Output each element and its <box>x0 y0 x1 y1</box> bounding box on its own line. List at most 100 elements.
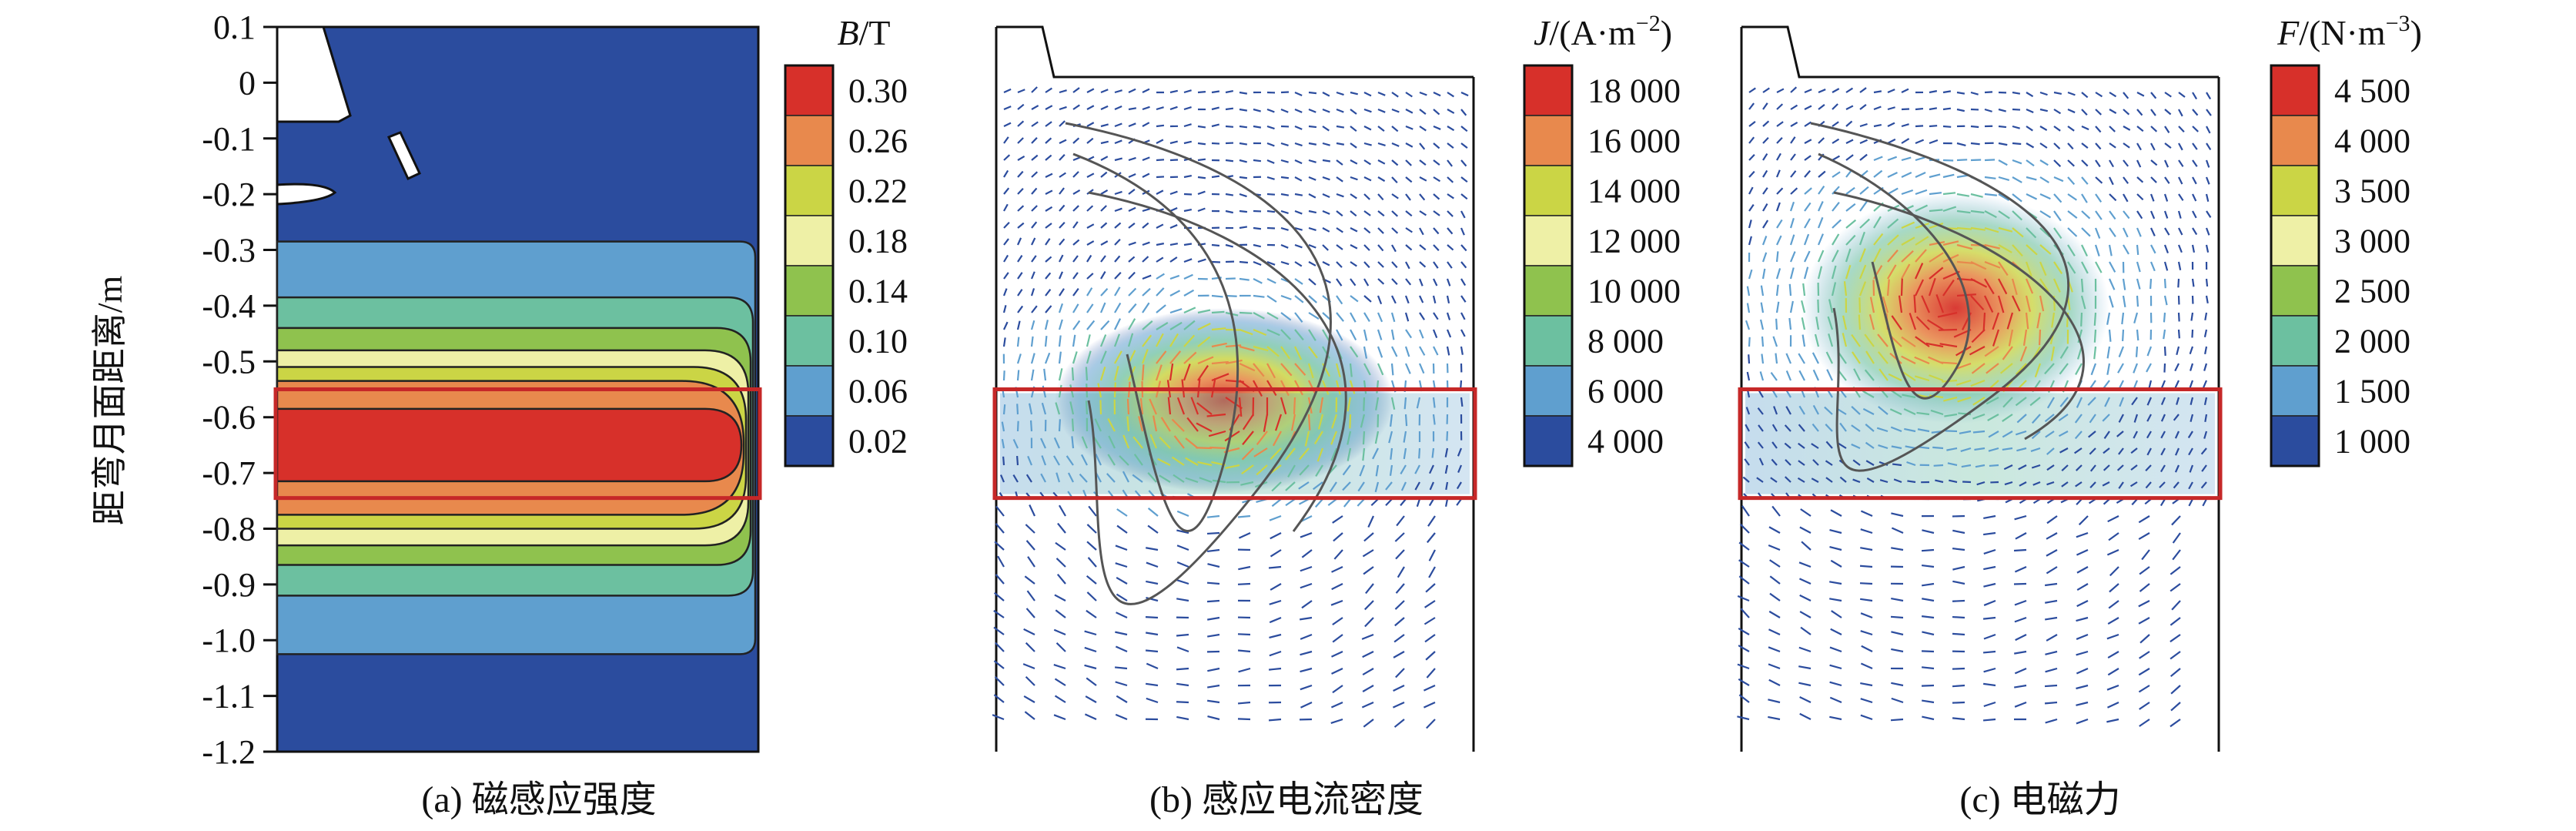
vector-arrow <box>1775 202 1781 212</box>
vector-arrow <box>1239 125 1248 129</box>
vector-arrow <box>2174 363 2180 372</box>
colorbar-frame <box>784 64 835 467</box>
vector-arrow <box>1982 312 1986 332</box>
vector-arrow <box>2121 312 2125 325</box>
vector-arrow <box>2076 498 2083 505</box>
vector-arrow <box>1308 193 1316 199</box>
vector-arrow <box>1400 498 1407 507</box>
vector-arrow <box>2163 159 2170 168</box>
vector-arrow <box>1377 346 1383 358</box>
vector-arrow <box>1023 695 1035 703</box>
vector-arrow <box>1745 320 1751 330</box>
streamline <box>1088 191 1347 532</box>
panel-a-nozzle-fragment <box>386 131 421 180</box>
vector-arrow <box>1016 404 1019 415</box>
vector-arrow <box>1308 312 1320 320</box>
vector-arrow <box>1197 125 1206 129</box>
vector-arrow <box>1970 226 1986 231</box>
vector-arrow <box>1748 153 1755 161</box>
vector-arrow <box>1294 142 1303 147</box>
vector-arrow <box>1100 271 1106 280</box>
vector-arrow <box>1860 630 1873 636</box>
vector-arrow <box>1788 283 1792 297</box>
vector-arrow <box>1804 105 1812 110</box>
vector-arrow <box>2201 464 2207 472</box>
vector-arrow <box>1156 106 1164 111</box>
vector-arrow <box>1294 125 1303 130</box>
vector-arrow <box>1157 457 1171 466</box>
vector-arrow <box>1757 441 1764 449</box>
vector-arrow <box>1080 454 1088 466</box>
vector-arrow <box>1859 582 1873 585</box>
vector-arrow <box>1801 317 1806 330</box>
vector-arrow <box>1860 612 1873 619</box>
vector-arrow <box>1832 155 1840 161</box>
vector-arrow <box>1852 478 1861 484</box>
vector-arrow <box>1960 447 1972 452</box>
vector-arrow <box>1825 424 1833 432</box>
vector-arrow <box>2095 176 2103 184</box>
vector-arrow <box>1460 261 1467 269</box>
vector-arrow <box>1391 159 1399 166</box>
vector-arrow <box>1266 260 1276 266</box>
vector-arrow <box>2131 397 2138 406</box>
vector-arrow <box>1785 406 1791 415</box>
vector-arrow <box>1284 447 1296 461</box>
vector-arrow <box>1239 108 1248 112</box>
vector-arrow <box>1107 454 1116 466</box>
vector-arrow <box>1331 583 1343 591</box>
vector-arrow <box>2174 464 2180 473</box>
vector-arrow <box>1331 668 1343 675</box>
vector-arrow <box>1832 138 1840 144</box>
vector-arrow <box>2109 109 2117 114</box>
panel-a-y-tick-label: -0.5 <box>202 343 256 380</box>
vector-arrow <box>1824 406 1833 415</box>
vector-arrow <box>1425 583 1436 593</box>
vector-arrow <box>1146 682 1159 687</box>
vector-arrow <box>1169 363 1174 381</box>
vector-arrow <box>1460 193 1468 200</box>
vector-arrow <box>1887 234 1899 246</box>
vector-arrow <box>1799 695 1812 703</box>
vector-arrow <box>1016 456 1019 466</box>
vector-arrow <box>2104 397 2110 407</box>
vector-arrow <box>1873 106 1882 111</box>
vector-arrow <box>1072 171 1079 178</box>
vector-arrow <box>1086 334 1091 347</box>
vector-arrow <box>1003 154 1011 161</box>
vector-arrow <box>1952 548 1965 551</box>
colorbar-segment <box>785 265 834 317</box>
vector-arrow <box>1280 193 1290 196</box>
vector-arrow <box>2012 176 2022 183</box>
vector-arrow <box>1055 558 1066 568</box>
vector-arrow <box>1832 250 1839 263</box>
vector-arrow <box>2002 431 2013 438</box>
vector-arrow <box>1197 336 1211 347</box>
vector-arrow <box>2081 261 2089 274</box>
vector-arrow <box>1405 109 1413 114</box>
vector-arrow <box>1363 346 1368 359</box>
vector-arrow <box>1206 514 1220 518</box>
vector-arrow <box>2109 159 2115 168</box>
vector-arrow <box>2081 176 2089 185</box>
vector-arrow <box>1858 264 1867 280</box>
vector-arrow <box>1308 142 1317 146</box>
vector-arrow <box>1829 715 1842 721</box>
vector-arrow <box>1445 481 1449 491</box>
vector-arrow <box>1055 609 1066 618</box>
vector-arrow <box>1363 261 1370 269</box>
vector-arrow <box>2190 312 2194 321</box>
vector-arrow <box>1959 430 1972 434</box>
vector-arrow <box>1775 268 1781 280</box>
vector-arrow <box>1790 187 1798 195</box>
vector-arrow <box>1776 137 1783 144</box>
vector-arrow <box>1183 307 1196 314</box>
vector-arrow <box>2146 346 2153 357</box>
vector-arrow <box>1156 304 1166 313</box>
vector-arrow <box>1761 252 1768 263</box>
vector-arrow <box>1864 369 1875 381</box>
vector-arrow <box>1860 547 1873 551</box>
vector-arrow <box>1322 176 1330 181</box>
vector-arrow <box>1431 447 1435 458</box>
vector-arrow <box>1845 203 1856 212</box>
